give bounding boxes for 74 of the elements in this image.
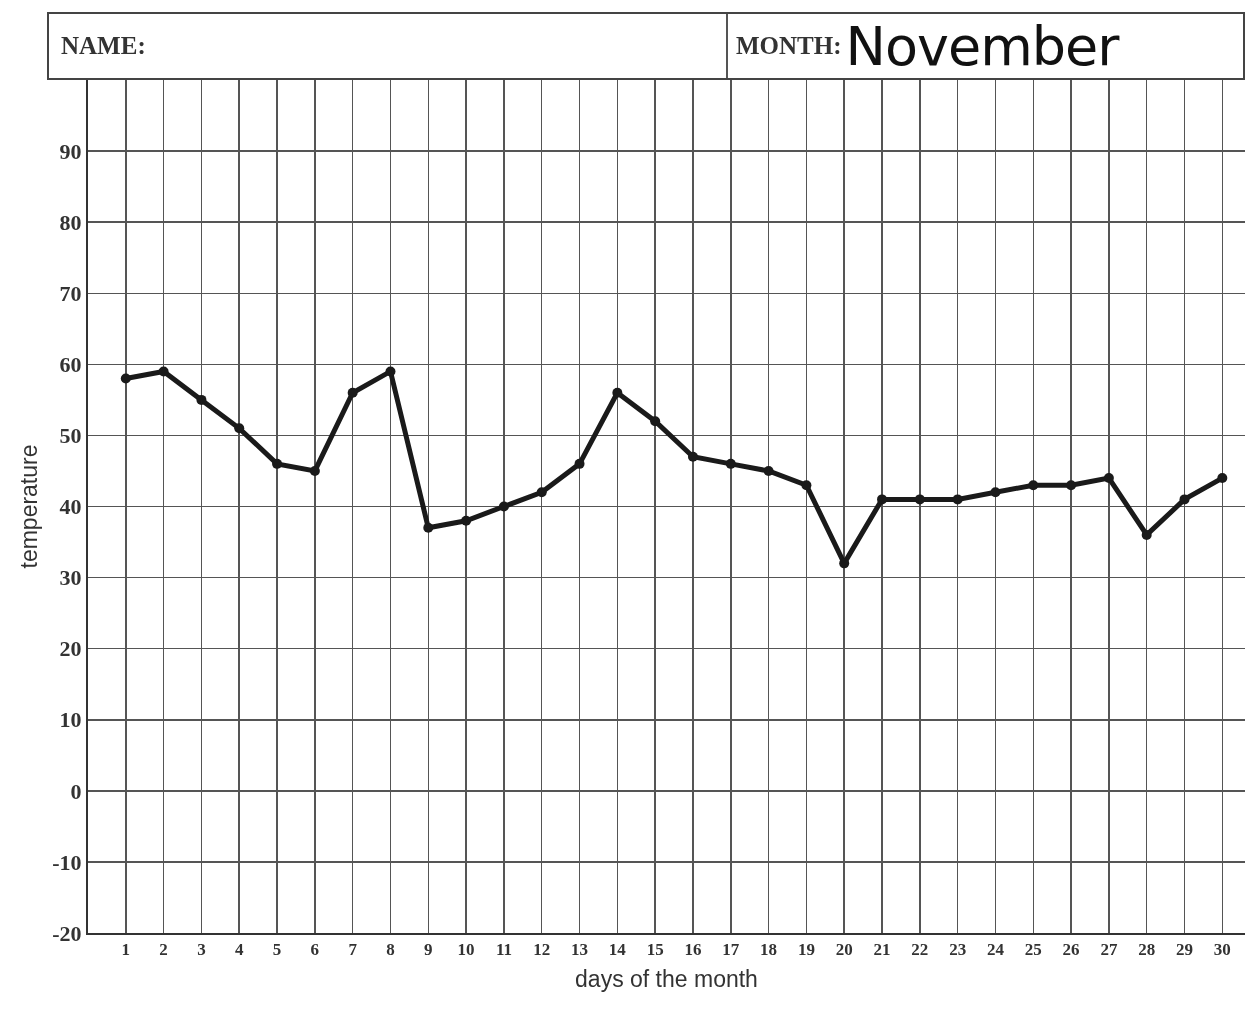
x-tick-label: 30 <box>1213 940 1231 960</box>
y-tick-label: 80 <box>59 209 82 235</box>
point <box>196 394 207 405</box>
y-tick-label: -20 <box>52 920 82 946</box>
x-tick-label: 13 <box>571 940 589 960</box>
x-tick-label: 12 <box>533 940 551 960</box>
point <box>461 515 472 526</box>
x-tick-label: 10 <box>457 940 475 960</box>
point <box>1103 473 1114 484</box>
x-tick-label: 20 <box>835 940 853 960</box>
y-tick-label: 70 <box>59 280 82 306</box>
point <box>158 366 169 377</box>
x-tick-label: 22 <box>911 940 929 960</box>
x-axis-title: days of the month <box>575 965 758 992</box>
x-tick-label: 11 <box>495 940 512 960</box>
point <box>1217 473 1228 484</box>
point <box>612 387 623 398</box>
y-tick-label: 10 <box>59 707 82 733</box>
y-tick-label: 30 <box>59 565 82 591</box>
point <box>498 501 509 512</box>
x-tick-label: 3 <box>197 940 206 960</box>
x-tick-label: 23 <box>949 940 967 960</box>
y-tick-label: 60 <box>59 352 82 378</box>
point <box>574 458 585 469</box>
point <box>536 487 547 498</box>
x-tick-label: 4 <box>234 940 244 960</box>
x-tick-label: 2 <box>159 940 168 960</box>
y-tick-label: 20 <box>59 636 82 662</box>
x-tick-label: 1 <box>121 940 131 960</box>
x-tick-label: 21 <box>873 940 891 960</box>
y-tick-label: 90 <box>59 138 82 164</box>
point <box>385 366 396 377</box>
point <box>1028 480 1039 491</box>
x-tick-label: 25 <box>1024 940 1042 960</box>
point <box>1066 480 1077 491</box>
point <box>952 494 963 505</box>
y-tick-label: 0 <box>70 778 82 804</box>
x-tick-label: 16 <box>684 940 702 960</box>
point <box>650 416 661 427</box>
x-tick-label: 26 <box>1062 940 1080 960</box>
x-tick-label: 15 <box>646 940 664 960</box>
point <box>1141 529 1152 540</box>
point <box>914 494 925 505</box>
point <box>1179 494 1190 505</box>
point <box>990 487 1001 498</box>
x-tick-label: 19 <box>797 940 815 960</box>
point <box>347 387 358 398</box>
point <box>687 451 698 462</box>
point <box>423 522 434 533</box>
x-tick-label: 5 <box>272 940 282 960</box>
name-field: NAME: <box>49 14 728 78</box>
x-tick-label: 8 <box>386 940 395 960</box>
x-tick-label: 7 <box>348 940 358 960</box>
y-axis-title: temperature <box>16 444 43 569</box>
point <box>234 423 245 434</box>
point <box>801 480 812 491</box>
x-tick-label: 28 <box>1138 940 1156 960</box>
point <box>877 494 888 505</box>
point <box>309 465 320 476</box>
y-tick-label: -10 <box>52 849 82 875</box>
x-tick-label: 29 <box>1176 940 1193 960</box>
y-tick-label: 50 <box>59 423 82 449</box>
x-tick-label: 24 <box>986 940 1005 960</box>
x-tick-label: 9 <box>424 940 433 960</box>
x-tick-label: 17 <box>722 940 740 960</box>
point <box>272 458 283 469</box>
x-tick-label: 18 <box>760 940 778 960</box>
point <box>725 458 736 469</box>
x-tick-label: 6 <box>310 940 320 960</box>
point <box>120 373 131 384</box>
y-tick-label: 40 <box>59 494 82 520</box>
x-tick-label: 27 <box>1100 940 1118 960</box>
point <box>763 465 774 476</box>
x-tick-label: 14 <box>608 940 627 960</box>
